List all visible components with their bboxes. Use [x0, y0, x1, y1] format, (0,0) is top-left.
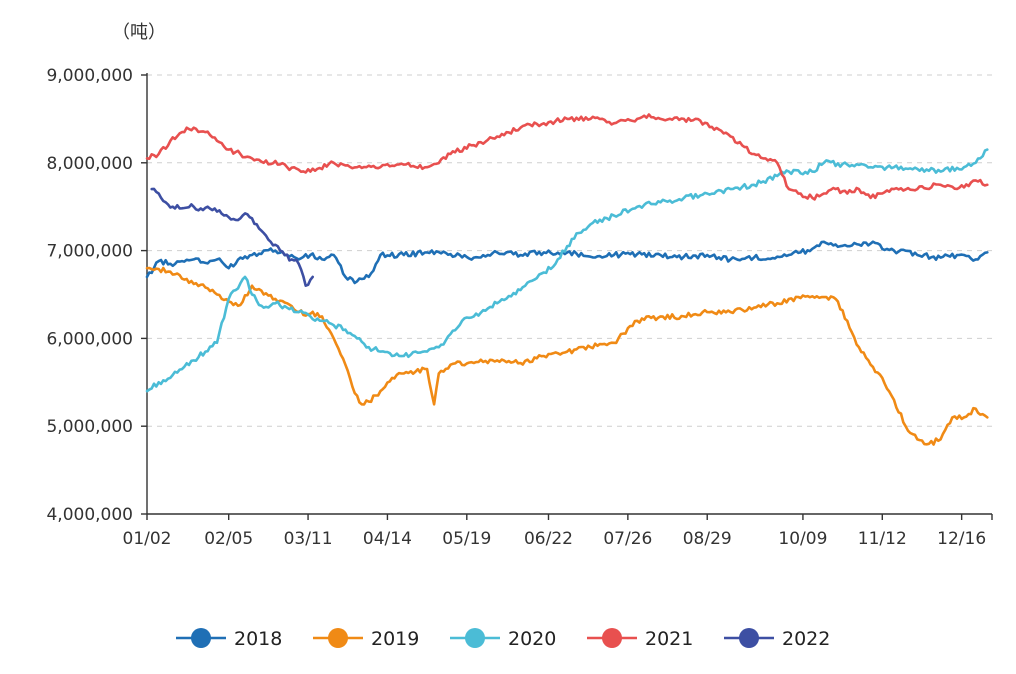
legend-label-2022: 2022	[782, 628, 830, 650]
series-line-2019	[145, 266, 989, 446]
x-tick-label: 06/22	[524, 529, 573, 549]
series-line-2021	[145, 113, 989, 201]
x-tick-label: 03/11	[284, 529, 333, 549]
x-tick-label: 04/14	[363, 529, 412, 549]
y-tick-label: 5,000,000	[46, 417, 133, 437]
y-tick-label: 6,000,000	[46, 329, 133, 349]
legend-marker-2020	[465, 628, 485, 648]
x-tick-label: 11/12	[858, 529, 907, 549]
x-tick-label: 02/05	[204, 529, 253, 549]
x-tick-label: 07/26	[603, 529, 652, 549]
legend-marker-2022	[739, 628, 759, 648]
series-line-2020	[145, 148, 989, 393]
legend-label-2019: 2019	[371, 628, 419, 650]
x-tick-label: 12/16	[937, 529, 986, 549]
x-tick-label: 05/19	[442, 529, 491, 549]
y-axis-unit-label: （吨）	[112, 22, 166, 43]
legend-marker-2021	[602, 628, 622, 648]
legend: 2018 2019 2020 2021 2022	[176, 628, 830, 650]
y-tick-label: 4,000,000	[46, 505, 133, 525]
axes: 4,000,000 5,000,000 6,000,000 7,000,000 8,00…	[46, 66, 993, 549]
x-tick-label: 08/29	[683, 529, 732, 549]
y-tick-label: 9,000,000	[46, 66, 133, 86]
legend-label-2020: 2020	[508, 628, 556, 650]
legend-label-2018: 2018	[234, 628, 282, 650]
y-tick-label: 7,000,000	[46, 242, 133, 262]
legend-label-2021: 2021	[645, 628, 693, 650]
series-line-2022	[150, 187, 314, 287]
series-lines	[145, 113, 989, 446]
y-tick-label: 8,000,000	[46, 154, 133, 174]
x-tick-label: 10/09	[778, 529, 827, 549]
legend-marker-2018	[191, 628, 211, 648]
legend-marker-2019	[328, 628, 348, 648]
x-tick-label: 01/02	[123, 529, 172, 549]
